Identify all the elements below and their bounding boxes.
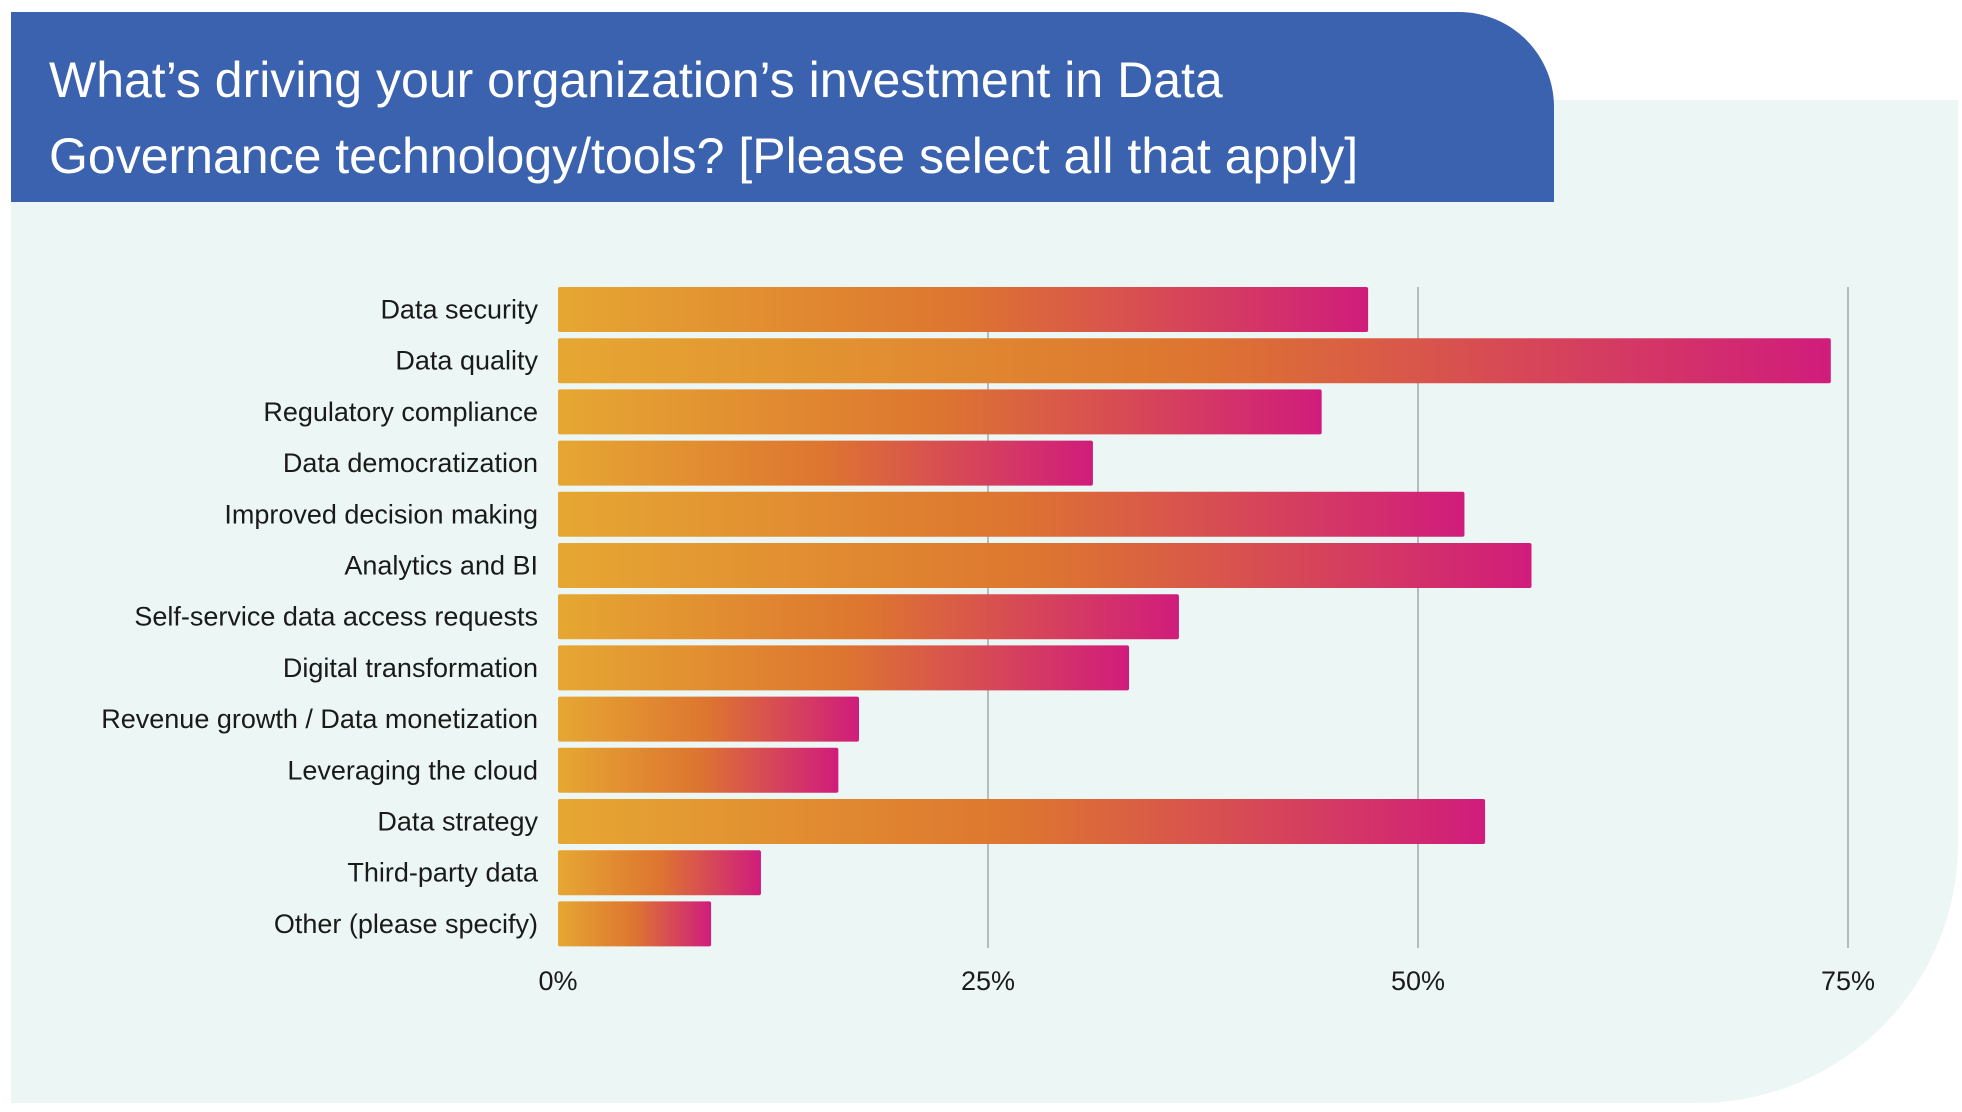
bar bbox=[558, 389, 1322, 435]
bar bbox=[558, 901, 712, 947]
category-label: Third-party data bbox=[347, 858, 539, 888]
bar bbox=[558, 747, 839, 793]
title-banner: What’s driving your organization’s inves… bbox=[11, 12, 1554, 202]
category-label: Data security bbox=[380, 295, 538, 325]
category-label: Data strategy bbox=[377, 807, 538, 837]
category-label: Analytics and BI bbox=[344, 551, 538, 581]
x-axis-ticks: 0% 25% 50% 75% bbox=[538, 966, 1875, 996]
category-label: Revenue growth / Data monetization bbox=[101, 704, 538, 734]
category-label: Improved decision making bbox=[224, 499, 538, 529]
x-tick-label: 0% bbox=[538, 966, 577, 996]
bar bbox=[558, 645, 1130, 691]
bar bbox=[558, 338, 1831, 384]
category-label: Other (please specify) bbox=[274, 909, 538, 939]
x-tick-label: 75% bbox=[1821, 966, 1875, 996]
category-label: Self-service data access requests bbox=[134, 602, 538, 632]
bar bbox=[558, 440, 1093, 486]
bar bbox=[558, 594, 1179, 640]
bar bbox=[558, 850, 761, 896]
bar bbox=[558, 287, 1369, 332]
x-tick-label: 25% bbox=[961, 966, 1015, 996]
category-label: Data democratization bbox=[283, 448, 538, 478]
category-label: Leveraging the cloud bbox=[287, 755, 538, 785]
bars bbox=[558, 287, 1831, 947]
bar bbox=[558, 799, 1486, 844]
bar bbox=[558, 491, 1465, 537]
x-tick-label: 50% bbox=[1391, 966, 1445, 996]
category-labels: Data security Data quality Regulatory comp… bbox=[101, 295, 539, 939]
category-label: Regulatory compliance bbox=[263, 397, 538, 427]
category-label: Data quality bbox=[395, 346, 538, 376]
chart-title: What’s driving your organization’s inves… bbox=[49, 52, 1359, 184]
bar bbox=[558, 696, 859, 742]
category-label: Digital transformation bbox=[283, 653, 538, 683]
bar bbox=[558, 543, 1532, 588]
